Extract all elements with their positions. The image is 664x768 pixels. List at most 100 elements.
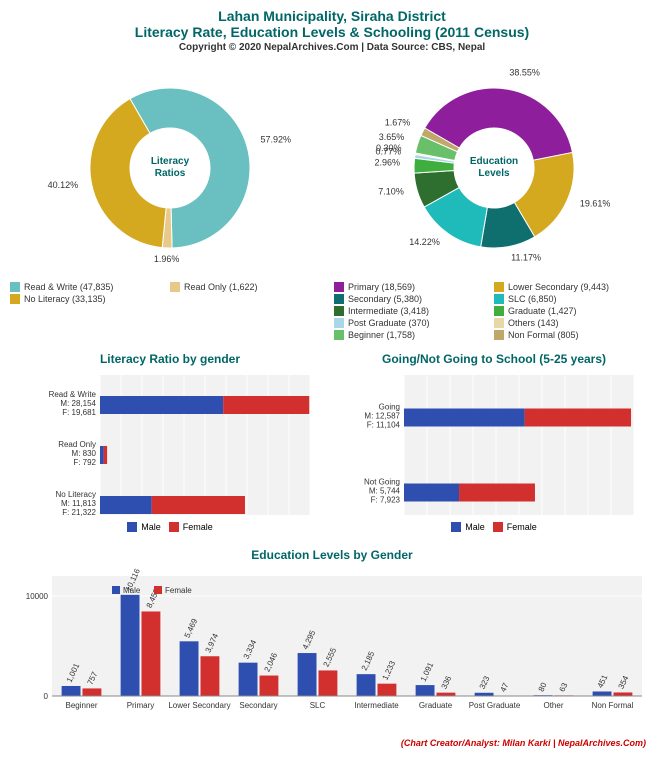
xtick-label: Post Graduate [469, 701, 521, 710]
row-m-label: M: 28,154 [60, 399, 96, 408]
bar-female [83, 688, 102, 696]
bar-male [404, 409, 525, 427]
legend-swatch [334, 294, 344, 304]
hbar2-svg: GoingM: 12,587F: 11,104Not GoingM: 5,744… [334, 370, 644, 520]
ytick-label: 0 [44, 692, 49, 701]
bar-male [298, 653, 317, 696]
bar-female [223, 396, 309, 414]
hbar-school-going: Going/Not Going to School (5-25 years) G… [334, 352, 654, 534]
legend-label: Read Only (1,622) [184, 282, 258, 292]
legend-label: Lower Secondary (9,443) [508, 282, 609, 292]
legend-item: Beginner (1,758) [334, 330, 494, 340]
donut-education-svg: 38.55%19.61%11.17%14.22%7.10%2.96%0.77%0… [364, 58, 624, 278]
legend-swatch [334, 318, 344, 328]
xtick-label: Other [543, 701, 563, 710]
legend-label: Graduate (1,427) [508, 306, 577, 316]
hbar-literacy-gender: Literacy Ratio by gender Read & WriteM: … [10, 352, 330, 534]
bar-female [201, 656, 220, 696]
bar-male [593, 691, 612, 696]
bar-male [357, 674, 376, 696]
legend-item: Read Only (1,622) [170, 282, 330, 292]
donut-literacy-ratios: 57.92%1.96%40.12%LiteracyRatios Read & W… [10, 58, 330, 342]
row-label: Read & Write [49, 390, 97, 399]
legend-item: Lower Secondary (9,443) [494, 282, 654, 292]
legend-female-label: Female [507, 522, 537, 532]
donut-center-label: Education [470, 156, 518, 167]
xtick-label: Non Formal [592, 701, 634, 710]
legend-sw-female [154, 586, 162, 594]
row-f-label: F: 11,104 [367, 421, 401, 430]
legend-female: Female [493, 522, 537, 532]
xtick-label: Secondary [239, 701, 277, 710]
row-label: Read Only [58, 440, 96, 449]
hbar1-svg: Read & WriteM: 28,154F: 19,681 Read OnlyM… [10, 370, 320, 520]
legend-item: Non Formal (805) [494, 330, 654, 340]
legend-male-label: Male [465, 522, 485, 532]
vbar-title: Education Levels by Gender [8, 548, 656, 562]
title-line-1: Lahan Municipality, Siraha District [8, 8, 656, 24]
legend-item: Primary (18,569) [334, 282, 494, 292]
xtick-label: Lower Secondary [168, 701, 230, 710]
bar-male [404, 484, 459, 502]
legend-swatch [334, 330, 344, 340]
legend-swatch [170, 282, 180, 292]
bar-male [416, 685, 435, 696]
legend-label: Others (143) [508, 318, 559, 328]
xtick-label: Primary [127, 701, 155, 710]
row-f-label: F: 19,681 [62, 408, 96, 417]
bar-male [100, 396, 223, 414]
legend-swatch [494, 330, 504, 340]
bar-female [437, 693, 456, 696]
bar-male [100, 496, 152, 514]
ytick-label: 10000 [26, 592, 49, 601]
hbar2-title: Going/Not Going to School (5-25 years) [334, 352, 654, 366]
legend-female: Female [169, 522, 213, 532]
plot-bg [52, 576, 642, 696]
legend-label: Non Formal (805) [508, 330, 579, 340]
subtitle: Copyright © 2020 NepalArchives.Com | Dat… [8, 42, 656, 53]
legend-swatch [10, 294, 20, 304]
legend-male-label: Male [123, 586, 141, 595]
bar-female [525, 409, 631, 427]
legend-item: No Literacy (33,135) [10, 294, 170, 304]
legend-swatch [494, 318, 504, 328]
row-label: No Literacy [56, 490, 96, 499]
hbar1-title: Literacy Ratio by gender [10, 352, 330, 366]
bar-female [142, 611, 161, 696]
slice-pct-label: 2.96% [375, 157, 401, 167]
row-label: Going [379, 403, 400, 412]
legend-item: Intermediate (3,418) [334, 306, 494, 316]
legend-swatch [334, 306, 344, 316]
donut-center-label: Ratios [155, 168, 186, 179]
legend-item: Read & Write (47,835) [10, 282, 170, 292]
donut-center-label: Levels [478, 168, 510, 179]
bar-female [319, 670, 338, 696]
legend-label: Post Graduate (370) [348, 318, 430, 328]
row-m-label: M: 830 [72, 449, 97, 458]
bar-female [614, 692, 633, 696]
credit-line: (Chart Creator/Analyst: Milan Karki | Ne… [8, 738, 656, 748]
slice-pct-label: 3.65% [379, 132, 405, 142]
slice-pct-label: 7.10% [378, 187, 404, 197]
row-label: Not Going [364, 478, 400, 487]
legend-label: Secondary (5,380) [348, 294, 422, 304]
legend-label: SLC (6,850) [508, 294, 557, 304]
slice-pct-label: 1.96% [154, 254, 180, 264]
donut-education-levels: 38.55%19.61%11.17%14.22%7.10%2.96%0.77%0… [334, 58, 654, 342]
xtick-label: SLC [310, 701, 326, 710]
row-f-label: F: 792 [73, 458, 96, 467]
bar-female [378, 684, 397, 696]
legend-male-label: Male [141, 522, 161, 532]
legend-item: Others (143) [494, 318, 654, 328]
slice-pct-label: 11.17% [511, 252, 541, 262]
slice-pct-label: 40.12% [48, 180, 79, 190]
slice-pct-label: 14.22% [409, 237, 440, 247]
legend-label: Primary (18,569) [348, 282, 415, 292]
row-f-label: F: 7,923 [371, 496, 401, 505]
legend-label: Intermediate (3,418) [348, 306, 429, 316]
legend-item: Graduate (1,427) [494, 306, 654, 316]
slice-pct-label: 19.61% [580, 198, 611, 208]
bar-female [152, 496, 245, 514]
hbar1-legend: Male Female [10, 522, 330, 534]
legend-item: Secondary (5,380) [334, 294, 494, 304]
